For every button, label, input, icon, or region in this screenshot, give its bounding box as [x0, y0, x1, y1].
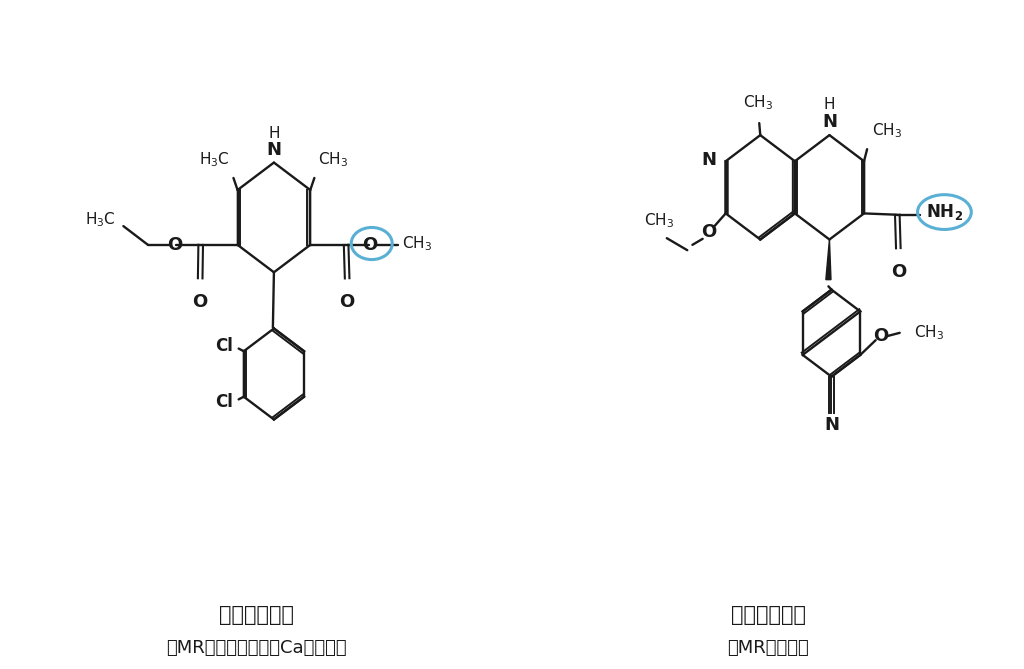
- Text: フェロジピン: フェロジピン: [218, 605, 294, 626]
- Text: $\mathregular{CH_3}$: $\mathregular{CH_3}$: [318, 150, 348, 169]
- Text: $\mathregular{NH_2}$: $\mathregular{NH_2}$: [927, 202, 964, 222]
- Text: N: N: [822, 113, 837, 131]
- Text: O: O: [701, 223, 717, 241]
- Text: $\mathregular{CH_3}$: $\mathregular{CH_3}$: [644, 211, 674, 230]
- Polygon shape: [825, 240, 831, 280]
- Text: $\mathregular{CH_3}$: $\mathregular{CH_3}$: [402, 234, 432, 253]
- Text: N: N: [824, 416, 839, 434]
- Text: $\mathregular{CH_3}$: $\mathregular{CH_3}$: [871, 121, 902, 140]
- Text: O: O: [362, 236, 377, 254]
- Text: N: N: [266, 141, 282, 159]
- Text: フィネレノン: フィネレノン: [730, 605, 806, 626]
- Text: （MR拮抗薬）: （MR拮抗薬）: [727, 639, 809, 656]
- Text: $\mathregular{CH_3}$: $\mathregular{CH_3}$: [742, 93, 773, 112]
- Text: H: H: [823, 98, 836, 112]
- Text: （MR拮抗作用のあるCa拮抗薬）: （MR拮抗作用のあるCa拮抗薬）: [166, 639, 346, 656]
- Text: O: O: [168, 236, 182, 254]
- Text: N: N: [701, 151, 717, 169]
- Text: O: O: [891, 263, 906, 281]
- Text: $\mathregular{H_3C}$: $\mathregular{H_3C}$: [200, 150, 229, 169]
- Text: O: O: [340, 293, 354, 311]
- Text: $\mathregular{CH_3}$: $\mathregular{CH_3}$: [913, 324, 944, 342]
- Text: O: O: [873, 327, 889, 345]
- Text: O: O: [193, 293, 208, 311]
- Text: Cl: Cl: [215, 337, 232, 355]
- Text: Cl: Cl: [215, 393, 232, 411]
- Text: H: H: [268, 126, 280, 141]
- Text: $\mathregular{H_3C}$: $\mathregular{H_3C}$: [85, 210, 116, 229]
